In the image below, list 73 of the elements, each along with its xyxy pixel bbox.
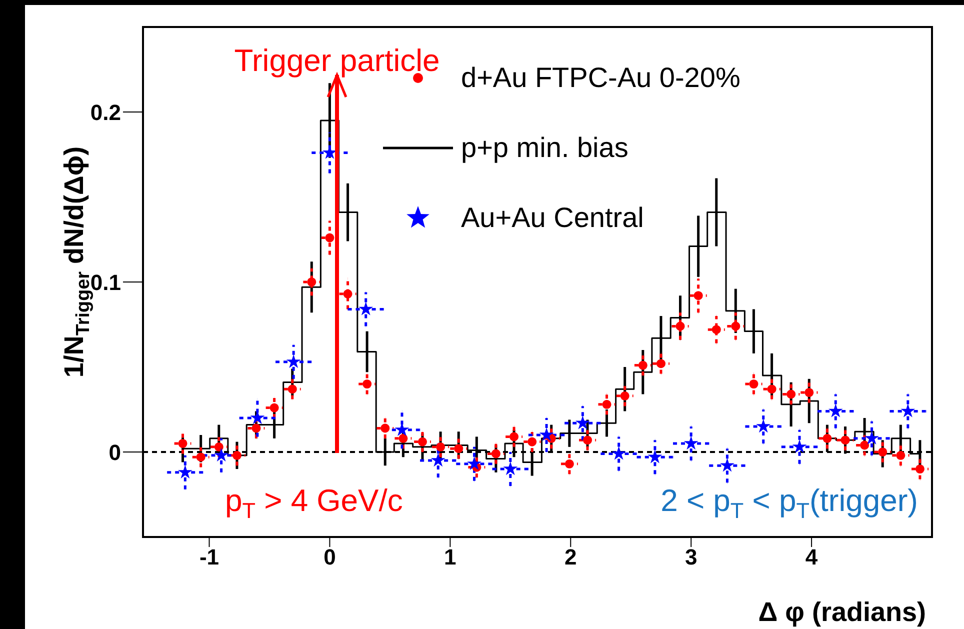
point: [828, 404, 843, 418]
point: [509, 432, 519, 442]
x-tick-label: 2: [564, 544, 577, 570]
point: [676, 322, 685, 331]
point: [418, 437, 427, 446]
point: [307, 277, 316, 287]
point: [214, 448, 228, 462]
point: [214, 442, 224, 452]
point: [252, 424, 261, 433]
x-axis-title: Δ φ (radians): [758, 597, 926, 627]
point: [286, 354, 301, 368]
point: [232, 450, 242, 460]
point: [178, 464, 192, 479]
point: [656, 359, 666, 368]
point: [564, 459, 574, 468]
point: [767, 384, 776, 394]
point: [731, 322, 740, 331]
point: [684, 436, 698, 450]
point: [362, 379, 372, 389]
point: [270, 403, 279, 412]
point: [860, 440, 870, 450]
point: [900, 404, 916, 418]
point: [436, 442, 446, 452]
point: [864, 430, 879, 445]
x-tick-label: 0: [324, 544, 336, 570]
x-tick-label: 3: [684, 544, 698, 570]
point: [539, 427, 554, 442]
point: [358, 302, 374, 316]
point: [915, 464, 924, 474]
point: [694, 291, 703, 300]
point: [325, 233, 334, 242]
point: [749, 379, 758, 389]
point: [196, 452, 206, 462]
point: [430, 452, 446, 467]
point: [288, 384, 297, 394]
point: [575, 416, 590, 430]
point: [896, 450, 906, 460]
point: [786, 390, 796, 399]
point: [178, 438, 188, 448]
point: [612, 446, 626, 460]
point: [454, 444, 464, 454]
point: [380, 424, 390, 433]
point: [822, 434, 832, 443]
x-tick-label: 4: [805, 544, 818, 570]
legend-label: p+p min. bias: [461, 131, 628, 165]
legend-label: d+Au FTPC-Au 0-20%: [461, 61, 740, 95]
point: [503, 461, 518, 476]
point: [398, 434, 408, 443]
point: [878, 447, 888, 457]
point: [756, 418, 771, 433]
x-tick-label: -1: [199, 544, 220, 570]
annotation: 2 < p$_{T}$ < p$_{T}$(trigger): [660, 483, 918, 523]
point: [620, 391, 630, 400]
point: [491, 449, 500, 458]
point: [648, 450, 662, 464]
legend-label: Au+Au Central: [461, 201, 644, 235]
y-tick-label: 0: [108, 440, 121, 465]
point: [322, 145, 337, 159]
point: [467, 456, 482, 470]
point: [602, 400, 612, 409]
x-tick-label: 1: [444, 544, 456, 570]
point: [804, 388, 814, 398]
point: [528, 437, 537, 446]
annotation: p$_{T}$ > 4 GeV/c: [225, 483, 403, 523]
point: [840, 436, 850, 445]
point: [638, 360, 648, 370]
annotation: Trigger particle: [234, 43, 440, 78]
point: [712, 325, 721, 334]
y-tick-label: 0.2: [90, 100, 121, 125]
point: [582, 436, 592, 445]
point: [720, 458, 734, 472]
point: [343, 289, 352, 298]
point: [792, 439, 807, 454]
